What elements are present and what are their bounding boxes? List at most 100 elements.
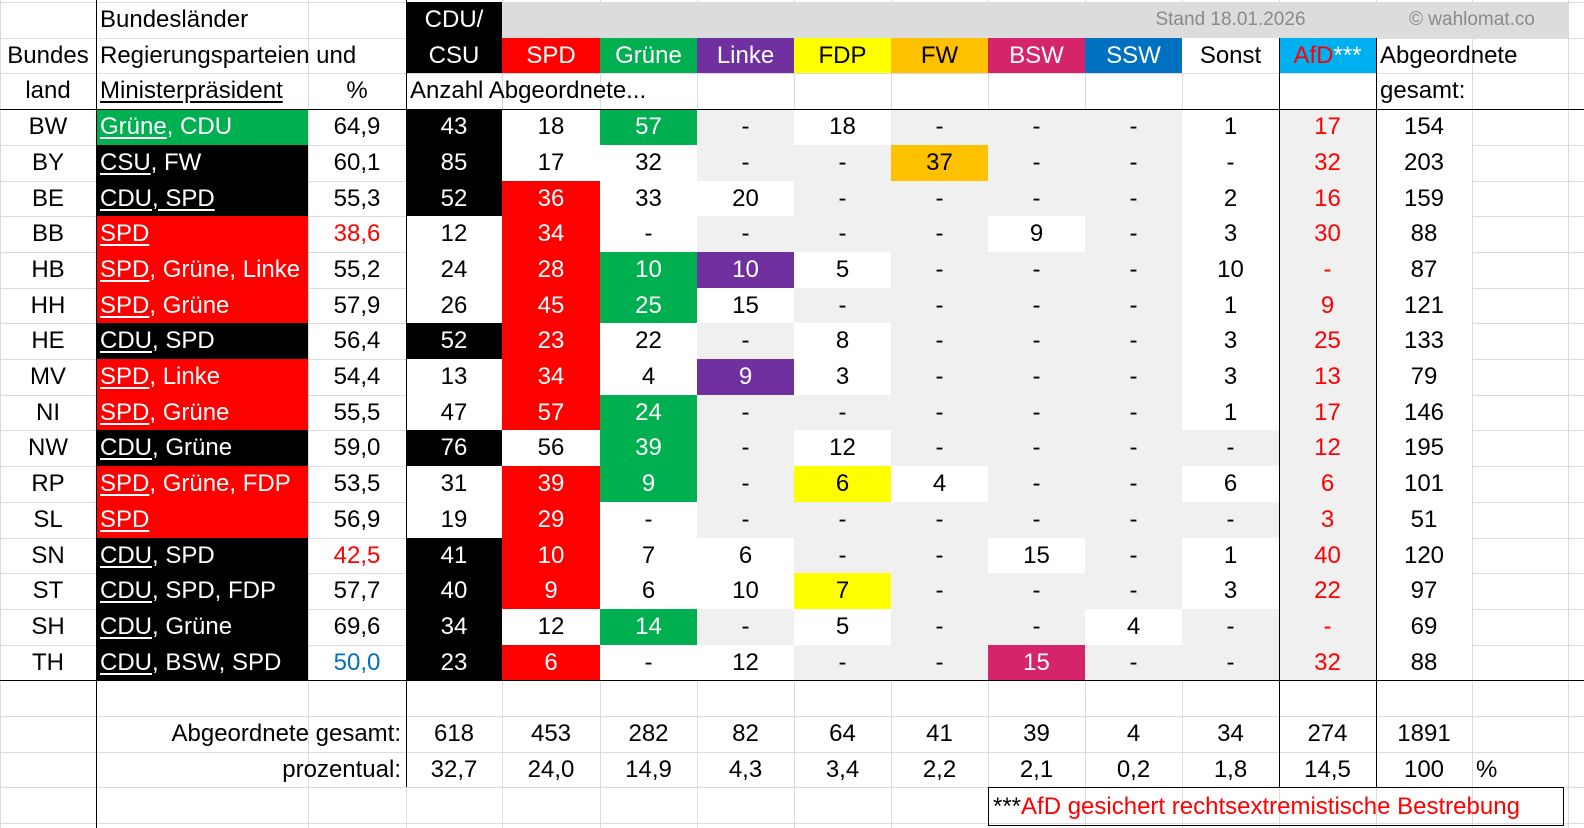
row-total-value: 88	[1376, 645, 1472, 680]
row-mp-party: Grüne	[100, 113, 167, 140]
row-government: CDU, BSW, SPD	[96, 645, 308, 680]
row-linke-value: -	[697, 609, 794, 645]
row-coalition-rest: , Grüne, FDP	[149, 470, 291, 497]
row-sonst-value: 3	[1182, 359, 1279, 395]
row-ssw-value: -	[1085, 216, 1182, 252]
row-government: CDU, SPD, FDP	[96, 573, 308, 609]
row-total-value: 79	[1376, 359, 1472, 395]
header-percent: %	[346, 77, 368, 104]
row-percent: 69,6	[333, 613, 381, 640]
row-government: CDU, SPD	[96, 538, 308, 573]
header-spacer	[502, 2, 600, 38]
row-sonst-value: 3	[1182, 573, 1279, 609]
row-mp-party: CDU	[100, 577, 152, 604]
row-ssw-value: -	[1085, 359, 1182, 395]
row-ssw-value: -	[1085, 395, 1182, 430]
row-government: SPD, Linke	[96, 359, 308, 395]
row-bsw-value: -	[988, 359, 1085, 395]
row-total-value: 203	[1376, 145, 1472, 181]
row-afd-value: 16	[1279, 181, 1376, 216]
row-afd-value: 12	[1279, 430, 1376, 466]
row-coalition-rest: , FW	[150, 149, 202, 176]
row-fdp-value: -	[794, 216, 891, 252]
row-linke-value: -	[697, 216, 794, 252]
stand-date: Stand 18.01.2026	[1085, 2, 1376, 38]
row-spd-value: 6	[502, 645, 600, 680]
row-percent: 64,9	[333, 113, 381, 140]
border-line	[96, 0, 97, 828]
row-percent: 42,5	[333, 541, 381, 569]
header-land: land	[25, 77, 71, 104]
row-total-value: 88	[1376, 216, 1472, 252]
header-gesamt: gesamt:	[1380, 77, 1466, 104]
row-spd-value: 18	[502, 109, 600, 145]
percent-label: prozentual:	[282, 755, 401, 783]
row-cdu-value: 52	[406, 181, 502, 216]
grid-line	[0, 787, 1584, 788]
row-cdu-value: 41	[406, 538, 502, 573]
row-spd-value: 57	[502, 395, 600, 430]
row-fdp-value: 6	[794, 466, 891, 502]
row-fw-value: -	[891, 538, 988, 573]
row-coalition-rest: , Grüne	[152, 434, 233, 461]
row-land: ST	[32, 577, 64, 604]
header-party-spd: SPD	[502, 38, 600, 73]
row-land: BB	[31, 220, 64, 247]
row-land: HE	[31, 327, 65, 354]
row-government: SPD, Grüne, Linke	[96, 252, 308, 288]
total-percent: 0,2	[1116, 755, 1151, 783]
row-gruene-value: 10	[600, 252, 697, 288]
row-ssw-value: -	[1085, 502, 1182, 538]
row-land: BY	[31, 149, 64, 176]
border-line	[1376, 38, 1377, 787]
header-party-fdp: FDP	[794, 38, 891, 73]
row-coalition-rest: , SPD	[152, 327, 215, 354]
afd-label: AfD	[1293, 41, 1334, 69]
row-government: SPD	[96, 502, 308, 538]
row-bsw-value: 15	[988, 538, 1085, 573]
row-government: Grüne, CDU	[96, 109, 308, 145]
row-sonst-value: 1	[1182, 109, 1279, 145]
row-coalition-rest: , SPD, FDP	[152, 577, 277, 604]
row-fw-value: -	[891, 609, 988, 645]
row-government: CDU, SPD	[96, 323, 308, 359]
grid-line	[0, 73, 1584, 74]
row-bsw-value: -	[988, 252, 1085, 288]
row-spd-value: 56	[502, 430, 600, 466]
row-cdu-value: 85	[406, 145, 502, 181]
row-total-value: 87	[1376, 252, 1472, 288]
row-spd-value: 36	[502, 181, 600, 216]
row-fw-value: 4	[891, 466, 988, 502]
row-ssw-value: -	[1085, 288, 1182, 323]
row-coalition-rest: , Grüne	[149, 291, 230, 319]
row-linke-value: -	[697, 395, 794, 430]
row-fw-value: -	[891, 395, 988, 430]
grid-line	[308, 0, 309, 828]
row-mp-party: CDU	[100, 648, 152, 676]
row-government: SPD, Grüne	[96, 395, 308, 430]
row-mp-party: CDU, SPD	[100, 184, 215, 212]
row-mp-party: CDU	[100, 327, 152, 354]
row-percent: 56,9	[333, 506, 381, 533]
row-fdp-value: -	[794, 145, 891, 181]
header-bundesland: Bundes	[7, 41, 89, 69]
row-land: MV	[30, 363, 66, 390]
row-sonst-value: -	[1182, 145, 1279, 181]
percent-unit: %	[1476, 755, 1498, 783]
row-land: NI	[36, 398, 60, 426]
row-linke-value: -	[697, 145, 794, 181]
row-government: CSU, FW	[96, 145, 308, 181]
row-sonst-value: 3	[1182, 216, 1279, 252]
row-sonst-value: -	[1182, 609, 1279, 645]
header-party-sonst: Sonst	[1182, 38, 1279, 73]
header-ministerpraesident: Ministerpräsident	[96, 73, 308, 109]
grid-line	[0, 716, 1584, 717]
row-ssw-value: -	[1085, 145, 1182, 181]
row-afd-value: 30	[1279, 216, 1376, 252]
row-sonst-value: 10	[1182, 252, 1279, 288]
row-linke-value: 10	[697, 573, 794, 609]
row-bsw-value: -	[988, 430, 1085, 466]
total-value: 64	[829, 720, 856, 747]
row-percent: 55,2	[333, 256, 381, 283]
header-cdu-line2: CSU	[406, 38, 502, 73]
